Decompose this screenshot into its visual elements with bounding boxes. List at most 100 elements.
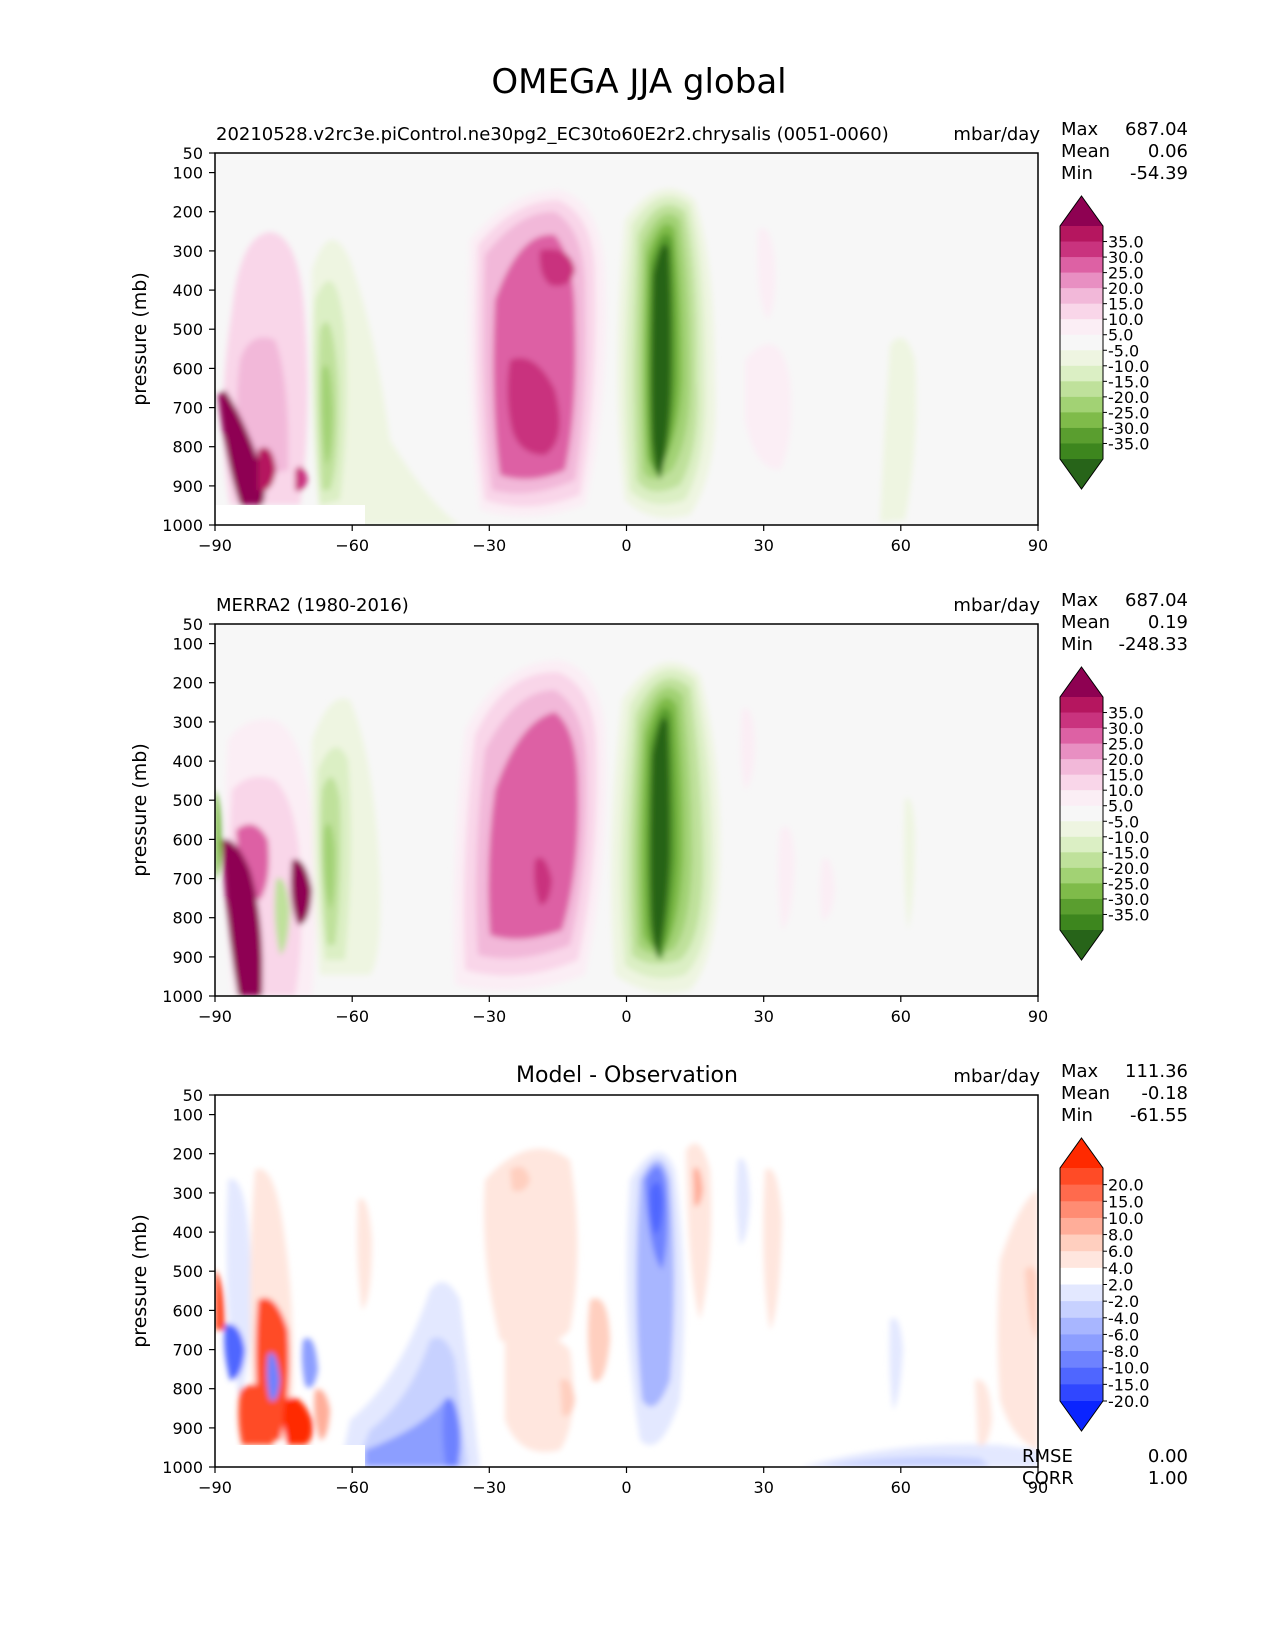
colorbar-tick-label: 15.0 <box>1108 766 1144 785</box>
contour-neg-20 <box>323 823 335 910</box>
y-tick-label: 700 <box>172 1341 203 1360</box>
stat-min-value: -61.55 <box>1130 1105 1188 1126</box>
stats-box: Max 687.04 Mean 0.06 Min -54.39 <box>1061 119 1188 184</box>
colorbar-extend-bottom <box>1060 459 1103 489</box>
colorbar-tick-label: -35.0 <box>1108 434 1149 453</box>
rmse-label: RMSE <box>1022 1446 1073 1467</box>
colorbar-extend-top <box>1060 1138 1103 1168</box>
y-tick-label: 200 <box>172 203 203 222</box>
stat-max-label: Max <box>1061 1061 1099 1082</box>
panel-units: mbar/day <box>953 124 1040 145</box>
contour-pos-25 <box>295 466 308 492</box>
colorbar-tick-label: 6.0 <box>1108 1242 1133 1261</box>
colorbar-tick-label: -30.0 <box>1108 890 1149 909</box>
contour-pos-4 <box>587 1298 610 1382</box>
colorbar-segment <box>1060 774 1103 791</box>
x-tick-label: −90 <box>198 1007 232 1026</box>
x-tick-label: −90 <box>198 1478 232 1497</box>
colorbar-extend-bottom <box>1060 1401 1103 1431</box>
contour-pos-5 <box>745 344 792 470</box>
figure-title: OMEGA JJA global <box>491 62 786 102</box>
contour-neg-5 <box>880 337 917 522</box>
colorbar-segment <box>1060 443 1103 460</box>
stat-min-label: Min <box>1061 1105 1093 1126</box>
x-tick-label: 90 <box>1028 1478 1048 1497</box>
contour-pos-4 <box>510 1166 530 1192</box>
y-tick-label: 700 <box>172 870 203 889</box>
colorbar-tick-label: 15.0 <box>1108 295 1144 314</box>
y-tick-label: 100 <box>172 635 203 654</box>
contour-neg-5 <box>311 239 460 525</box>
colorbar-tick-label: 35.0 <box>1108 704 1144 723</box>
y-ticks: 50 100 200 300 400 500 600 700 800 900 1… <box>162 1086 215 1477</box>
y-tick-label: 600 <box>172 1301 203 1320</box>
colorbar-segment <box>1060 1251 1103 1269</box>
y-ticks: 50 100 200 300 400 500 600 700 800 900 1… <box>162 144 215 535</box>
contour-pos-5 <box>757 228 776 320</box>
colorbar: 35.030.025.020.015.010.05.0-5.0-10.0-15.… <box>1059 195 1149 490</box>
colorbar-tick-label: -10.0 <box>1108 357 1149 376</box>
colorbar: 35.030.025.020.015.010.05.0-5.0-10.0-15.… <box>1059 666 1149 961</box>
stat-mean-label: Mean <box>1061 612 1110 633</box>
y-tick-label: 200 <box>172 674 203 693</box>
contour-pos-20 <box>283 1397 313 1445</box>
contour-pos-35 <box>218 390 265 505</box>
colorbar-segment <box>1060 412 1103 429</box>
colorbar-tick-label: -20.0 <box>1108 388 1149 407</box>
colorbar-segment <box>1060 728 1103 745</box>
panel-units: mbar/day <box>953 1066 1040 1087</box>
colorbar-tick-label: 5.0 <box>1108 797 1133 816</box>
colorbar-outline <box>1059 195 1104 490</box>
panel-difference: Model - Observation mbar/day pressure (m… <box>129 1061 1188 1497</box>
x-tick-label: −30 <box>472 536 506 555</box>
contour-neg-15 <box>274 878 290 955</box>
plot-area <box>215 1095 1038 1467</box>
colorbar-tick-label: -5.0 <box>1108 812 1139 831</box>
corr-label: CORR <box>1022 1468 1074 1489</box>
colorbar-outline <box>1059 666 1104 961</box>
colorbar-segment <box>1060 1317 1103 1335</box>
colorbar-segment <box>1060 1384 1103 1402</box>
contour-pos-2 <box>997 1190 1038 1450</box>
colorbar-segment <box>1060 350 1103 367</box>
y-tick-label: 700 <box>172 399 203 418</box>
y-tick-label: 300 <box>172 713 203 732</box>
contour-pos-20 <box>236 824 269 900</box>
contour-pos-6 <box>314 1389 330 1440</box>
colorbar-segment <box>1060 1334 1103 1352</box>
x-tick-label: 30 <box>754 536 774 555</box>
contour-neg-20 <box>321 365 333 465</box>
stat-min-value: -54.39 <box>1130 163 1188 184</box>
y-tick-label: 500 <box>172 791 203 810</box>
x-tick-label: −60 <box>335 1478 369 1497</box>
panel-model: 20210528.v2rc3e.piControl.ne30pg2_EC30to… <box>129 119 1188 555</box>
colorbar-tick-label: 25.0 <box>1108 735 1144 754</box>
colorbar-tick-label: 10.0 <box>1108 1209 1144 1228</box>
colorbar-segment <box>1060 790 1103 807</box>
stat-mean-label: Mean <box>1061 1083 1110 1104</box>
x-tick-label: −30 <box>472 1478 506 1497</box>
contour-pos-2 <box>686 1143 712 1320</box>
stat-mean-value: -0.18 <box>1141 1083 1188 1104</box>
contour-pos-25 <box>539 249 575 286</box>
colorbar-extend-bottom <box>1060 930 1103 960</box>
metrics-box: RMSE 0.00 CORR 1.00 <box>1022 1446 1188 1489</box>
colorbar-tick-label: -25.0 <box>1108 874 1149 893</box>
y-tick-label: 400 <box>172 752 203 771</box>
contour-pos-4 <box>1025 1266 1038 1340</box>
contour-pos-35 <box>222 839 263 996</box>
colorbar-tick-label: -2.0 <box>1108 1292 1139 1311</box>
colorbar-extend-top <box>1060 196 1103 226</box>
colorbar-segment <box>1060 1168 1103 1186</box>
y-tick-label: 800 <box>172 438 203 457</box>
colorbar-segment <box>1060 1234 1103 1252</box>
colorbar-tick-label: -25.0 <box>1108 403 1149 422</box>
y-tick-label: 1000 <box>162 1458 203 1477</box>
colorbar-tick-label: 5.0 <box>1108 326 1133 345</box>
contour-pos-5 <box>740 708 755 790</box>
y-tick-label: 300 <box>172 1184 203 1203</box>
colorbar-segment <box>1060 1184 1103 1202</box>
colorbar-tick-label: -15.0 <box>1108 372 1149 391</box>
contour-pos-2 <box>484 1148 578 1348</box>
colorbar-segment <box>1060 805 1103 822</box>
